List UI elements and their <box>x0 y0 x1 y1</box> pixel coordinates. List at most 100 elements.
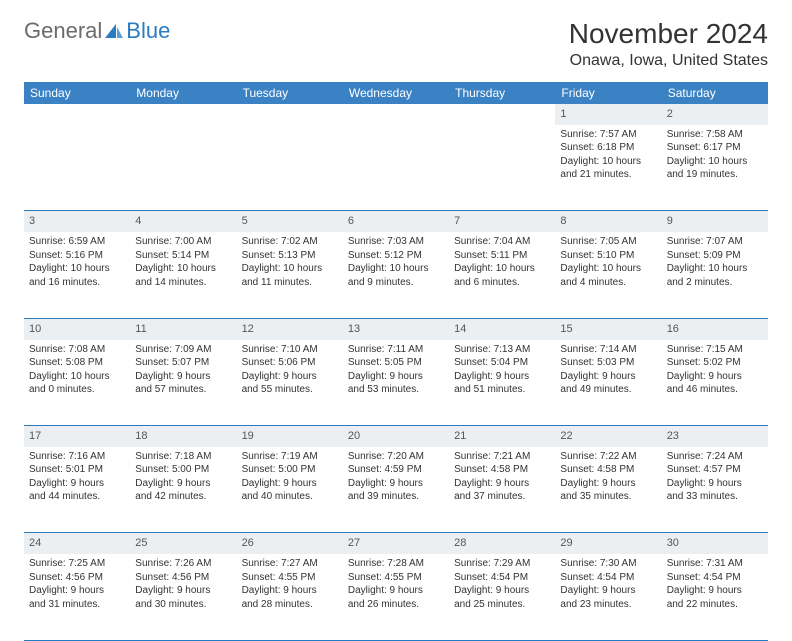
day2-text: and 46 minutes. <box>667 383 763 397</box>
day2-text: and 6 minutes. <box>454 276 550 290</box>
day2-text: and 28 minutes. <box>242 598 338 612</box>
day-number <box>237 104 343 125</box>
day2-text: and 2 minutes. <box>667 276 763 290</box>
day-number: 17 <box>24 426 130 447</box>
calendar-table: Sunday Monday Tuesday Wednesday Thursday… <box>24 82 768 641</box>
day1-text: Daylight: 9 hours <box>29 477 125 491</box>
day1-text: Daylight: 9 hours <box>667 477 763 491</box>
day-cell: Sunrise: 7:07 AMSunset: 5:09 PMDaylight:… <box>662 232 768 318</box>
day-cell: Sunrise: 7:08 AMSunset: 5:08 PMDaylight:… <box>24 340 130 426</box>
sunrise-text: Sunrise: 6:59 AM <box>29 235 125 249</box>
sunset-text: Sunset: 5:00 PM <box>242 463 338 477</box>
day-cell: Sunrise: 7:21 AMSunset: 4:58 PMDaylight:… <box>449 447 555 533</box>
sunrise-text: Sunrise: 7:08 AM <box>29 343 125 357</box>
sunrise-text: Sunrise: 7:15 AM <box>667 343 763 357</box>
day1-text: Daylight: 9 hours <box>454 584 550 598</box>
sunset-text: Sunset: 5:02 PM <box>667 356 763 370</box>
sunrise-text: Sunrise: 7:07 AM <box>667 235 763 249</box>
daynum-row: 24252627282930 <box>24 533 768 554</box>
day-cell: Sunrise: 7:26 AMSunset: 4:56 PMDaylight:… <box>130 554 236 640</box>
weekday-header: Thursday <box>449 82 555 104</box>
day2-text: and 16 minutes. <box>29 276 125 290</box>
sunset-text: Sunset: 4:58 PM <box>560 463 656 477</box>
sunrise-text: Sunrise: 7:30 AM <box>560 557 656 571</box>
sunset-text: Sunset: 4:56 PM <box>29 571 125 585</box>
day-cell: Sunrise: 7:00 AMSunset: 5:14 PMDaylight:… <box>130 232 236 318</box>
day2-text: and 44 minutes. <box>29 490 125 504</box>
sunrise-text: Sunrise: 7:18 AM <box>135 450 231 464</box>
day-number: 5 <box>237 211 343 232</box>
day-cell: Sunrise: 7:24 AMSunset: 4:57 PMDaylight:… <box>662 447 768 533</box>
day-number: 24 <box>24 533 130 554</box>
sunset-text: Sunset: 5:05 PM <box>348 356 444 370</box>
day-number: 3 <box>24 211 130 232</box>
sunset-text: Sunset: 5:07 PM <box>135 356 231 370</box>
day-number: 1 <box>555 104 661 125</box>
detail-row: Sunrise: 7:25 AMSunset: 4:56 PMDaylight:… <box>24 554 768 640</box>
sunset-text: Sunset: 5:10 PM <box>560 249 656 263</box>
day1-text: Daylight: 9 hours <box>135 477 231 491</box>
sunset-text: Sunset: 4:58 PM <box>454 463 550 477</box>
weekday-header: Monday <box>130 82 236 104</box>
day-cell: Sunrise: 7:58 AMSunset: 6:17 PMDaylight:… <box>662 125 768 211</box>
day-number: 15 <box>555 318 661 339</box>
day-number: 25 <box>130 533 236 554</box>
day-cell: Sunrise: 7:15 AMSunset: 5:02 PMDaylight:… <box>662 340 768 426</box>
day-cell: Sunrise: 7:22 AMSunset: 4:58 PMDaylight:… <box>555 447 661 533</box>
day-number: 13 <box>343 318 449 339</box>
day2-text: and 4 minutes. <box>560 276 656 290</box>
day1-text: Daylight: 10 hours <box>29 262 125 276</box>
day1-text: Daylight: 10 hours <box>29 370 125 384</box>
sunrise-text: Sunrise: 7:57 AM <box>560 128 656 142</box>
day-cell: Sunrise: 7:09 AMSunset: 5:07 PMDaylight:… <box>130 340 236 426</box>
day1-text: Daylight: 9 hours <box>242 477 338 491</box>
day-cell: Sunrise: 7:05 AMSunset: 5:10 PMDaylight:… <box>555 232 661 318</box>
day1-text: Daylight: 10 hours <box>348 262 444 276</box>
day-cell <box>343 125 449 211</box>
sunset-text: Sunset: 6:18 PM <box>560 141 656 155</box>
day-number: 29 <box>555 533 661 554</box>
sunrise-text: Sunrise: 7:22 AM <box>560 450 656 464</box>
sunset-text: Sunset: 5:12 PM <box>348 249 444 263</box>
day-cell: Sunrise: 7:57 AMSunset: 6:18 PMDaylight:… <box>555 125 661 211</box>
day2-text: and 51 minutes. <box>454 383 550 397</box>
day1-text: Daylight: 9 hours <box>667 584 763 598</box>
logo: General Blue <box>24 18 170 44</box>
day-cell: Sunrise: 7:04 AMSunset: 5:11 PMDaylight:… <box>449 232 555 318</box>
day-cell: Sunrise: 7:14 AMSunset: 5:03 PMDaylight:… <box>555 340 661 426</box>
day-cell: Sunrise: 7:03 AMSunset: 5:12 PMDaylight:… <box>343 232 449 318</box>
day-cell: Sunrise: 7:10 AMSunset: 5:06 PMDaylight:… <box>237 340 343 426</box>
day2-text: and 23 minutes. <box>560 598 656 612</box>
day-number: 27 <box>343 533 449 554</box>
sunset-text: Sunset: 4:57 PM <box>667 463 763 477</box>
day2-text: and 57 minutes. <box>135 383 231 397</box>
day2-text: and 22 minutes. <box>667 598 763 612</box>
day1-text: Daylight: 9 hours <box>560 477 656 491</box>
day-cell <box>130 125 236 211</box>
day2-text: and 37 minutes. <box>454 490 550 504</box>
day2-text: and 35 minutes. <box>560 490 656 504</box>
day-number: 8 <box>555 211 661 232</box>
location: Onawa, Iowa, United States <box>569 52 768 70</box>
day1-text: Daylight: 9 hours <box>667 370 763 384</box>
sunrise-text: Sunrise: 7:31 AM <box>667 557 763 571</box>
sunrise-text: Sunrise: 7:05 AM <box>560 235 656 249</box>
day2-text: and 11 minutes. <box>242 276 338 290</box>
day1-text: Daylight: 9 hours <box>348 477 444 491</box>
weekday-header: Wednesday <box>343 82 449 104</box>
sunset-text: Sunset: 5:03 PM <box>560 356 656 370</box>
day1-text: Daylight: 10 hours <box>560 155 656 169</box>
day-cell: Sunrise: 7:31 AMSunset: 4:54 PMDaylight:… <box>662 554 768 640</box>
day2-text: and 21 minutes. <box>560 168 656 182</box>
sunset-text: Sunset: 4:56 PM <box>135 571 231 585</box>
daynum-row: 12 <box>24 104 768 125</box>
day-number: 23 <box>662 426 768 447</box>
sunrise-text: Sunrise: 7:09 AM <box>135 343 231 357</box>
detail-row: Sunrise: 7:16 AMSunset: 5:01 PMDaylight:… <box>24 447 768 533</box>
logo-text-general: General <box>24 18 102 44</box>
day1-text: Daylight: 10 hours <box>242 262 338 276</box>
day1-text: Daylight: 10 hours <box>135 262 231 276</box>
day1-text: Daylight: 9 hours <box>135 370 231 384</box>
day1-text: Daylight: 9 hours <box>348 584 444 598</box>
sunrise-text: Sunrise: 7:03 AM <box>348 235 444 249</box>
